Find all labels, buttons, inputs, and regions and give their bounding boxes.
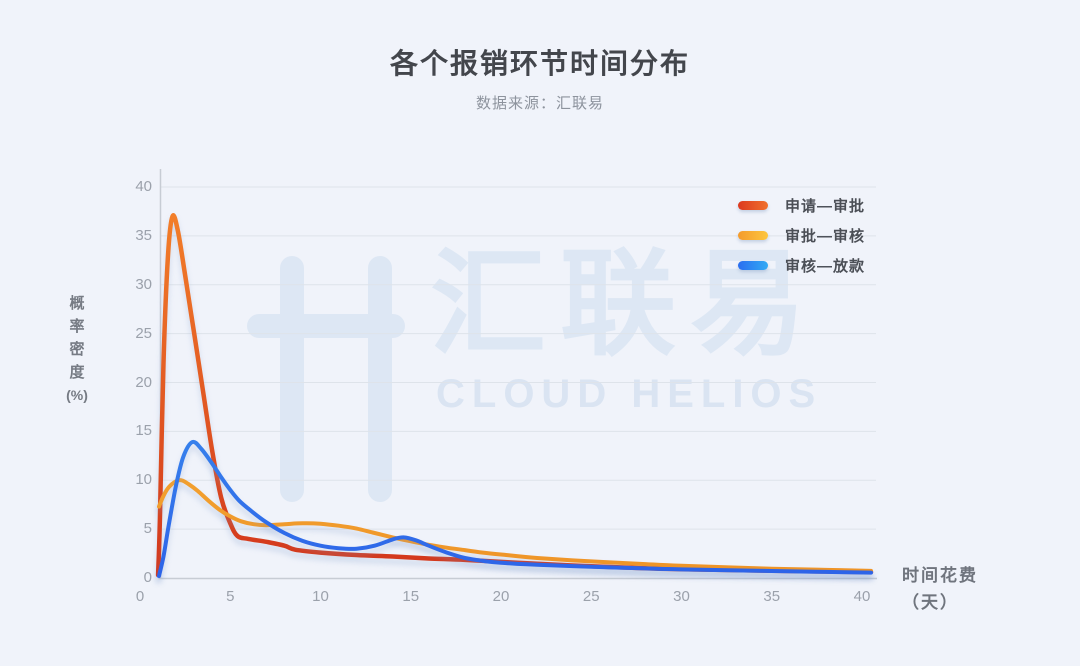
- x-axis-title: 时间花费 （天）: [902, 562, 978, 616]
- y-tick-label: 30: [135, 275, 152, 293]
- y-tick-label: 25: [135, 324, 152, 342]
- y-tick-label: 5: [143, 520, 152, 538]
- y-tick-label: 15: [135, 422, 152, 440]
- x-tick-label: 15: [402, 588, 420, 605]
- y-axis-title-char: 率: [69, 318, 85, 335]
- page-title: 各个报销环节时间分布: [389, 48, 690, 79]
- x-tick-label: 25: [582, 588, 600, 605]
- legend-item-1[interactable]: 申请—审批: [738, 190, 865, 220]
- x-tick-label: 30: [673, 588, 690, 605]
- x-axis-title-line2: （天）: [902, 593, 959, 612]
- x-tick-label: 40: [853, 588, 871, 605]
- x-tick-label: 5: [226, 588, 235, 605]
- legend-swatch-icon: [738, 260, 768, 270]
- legend-item-3[interactable]: 审核—放款: [738, 250, 865, 280]
- y-axis-title: 概率密度 (%): [62, 292, 92, 407]
- y-axis-title-char: 概: [69, 295, 85, 312]
- legend-swatch-icon: [738, 200, 768, 210]
- y-tick-label: 10: [135, 471, 152, 489]
- legend-label: 审核—放款: [785, 257, 866, 275]
- y-tick-label: 20: [135, 373, 152, 391]
- legend-label: 审批—审核: [785, 227, 866, 245]
- y-axis-title-char: 密: [69, 341, 85, 358]
- page-subtitle: 数据来源：汇联易: [475, 95, 604, 112]
- y-axis-title-char: 度: [69, 364, 85, 381]
- legend: 申请—审批审批—审核审核—放款: [738, 190, 865, 280]
- x-axis-title-line1: 时间花费: [902, 566, 978, 585]
- series-line-3[interactable]: [157, 439, 873, 578]
- legend-item-2[interactable]: 审批—审核: [738, 220, 865, 250]
- x-tick-label: 35: [763, 588, 781, 605]
- series-line-2[interactable]: [157, 478, 873, 573]
- y-tick-label: 40: [135, 178, 152, 195]
- legend-swatch-icon: [738, 230, 768, 240]
- legend-label: 申请—审批: [785, 197, 866, 215]
- x-tick-label: 20: [492, 588, 510, 605]
- x-tick-label: 10: [312, 588, 329, 605]
- x-tick-label: 0: [135, 588, 145, 605]
- y-tick-label: 0: [143, 569, 152, 586]
- y-tick-label: 35: [135, 226, 152, 244]
- y-axis-title-unit: (%): [66, 387, 88, 403]
